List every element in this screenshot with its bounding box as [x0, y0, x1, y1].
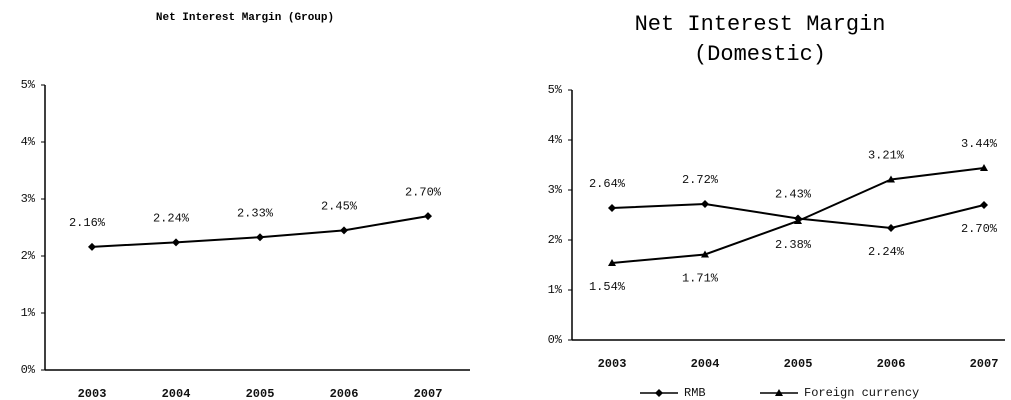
x-tick-label: 2006 — [330, 387, 359, 400]
marker — [608, 259, 616, 266]
x-tick-label: 2003 — [78, 387, 107, 400]
x-tick-label: 2003 — [598, 357, 627, 371]
data-label: 3.21% — [868, 149, 905, 163]
x-tick-label: 2004 — [691, 357, 720, 371]
x-tick-label: 2005 — [246, 387, 275, 400]
chart-title: Net Interest Margin (Domestic) — [634, 12, 886, 67]
data-label: 2.33% — [237, 206, 274, 220]
y-tick-label: 4% — [548, 133, 563, 147]
data-label: 2.38% — [775, 238, 812, 252]
marker — [608, 204, 616, 212]
data-label: 2.24% — [153, 211, 190, 225]
data-label: 2.24% — [868, 245, 905, 259]
data-label: 1.54% — [589, 280, 626, 294]
line — [91, 215, 429, 248]
y-tick-label: 1% — [21, 306, 36, 320]
y-tick-label: 3% — [21, 192, 36, 206]
marker — [701, 250, 709, 258]
data-label: 2.43% — [775, 188, 812, 202]
marker — [172, 238, 180, 247]
data-label: 1.71% — [682, 272, 719, 286]
marker — [655, 389, 663, 397]
data-label: 2.70% — [961, 222, 998, 236]
marker — [256, 233, 264, 242]
x-tick-label: 2007 — [970, 357, 999, 371]
marker — [775, 389, 783, 396]
y-tick-label: 5% — [21, 78, 36, 92]
marker — [887, 224, 895, 232]
marker — [980, 201, 988, 209]
legend-label: RMB — [684, 386, 706, 400]
data-label: 2.16% — [69, 216, 106, 230]
data-label: 2.64% — [589, 177, 626, 191]
y-tick-label: 4% — [21, 135, 36, 149]
marker — [340, 226, 348, 235]
marker — [980, 164, 988, 171]
data-label: 2.45% — [321, 200, 358, 214]
y-tick-label: 0% — [21, 363, 36, 377]
x-tick-label: 2007 — [414, 387, 443, 400]
x-tick-label: 2006 — [877, 357, 906, 371]
y-tick-label: 1% — [548, 283, 563, 297]
legend-label: Foreign currency — [804, 386, 919, 400]
chart-title: Net Interest Margin (Group) — [155, 12, 335, 24]
marker — [424, 212, 432, 221]
data-label: 3.44% — [961, 137, 998, 151]
y-tick-label: 2% — [548, 233, 563, 247]
y-tick-label: 3% — [548, 183, 563, 197]
y-tick-label: 5% — [548, 83, 563, 97]
marker — [701, 200, 709, 208]
data-label: 2.72% — [682, 173, 719, 187]
marker — [88, 242, 96, 251]
y-tick-label: 0% — [548, 333, 563, 347]
x-tick-label: 2004 — [162, 387, 191, 400]
marker — [887, 175, 895, 183]
x-tick-label: 2005 — [784, 357, 813, 371]
data-label: 2.70% — [405, 185, 442, 199]
y-tick-label: 2% — [21, 249, 36, 263]
marker — [794, 217, 802, 224]
